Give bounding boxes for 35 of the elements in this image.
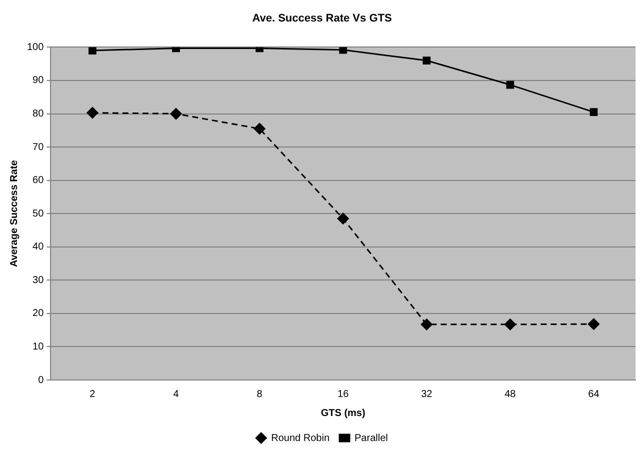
- chart-title: Ave. Success Rate Vs GTS: [252, 12, 392, 25]
- y-tick-label: 90: [32, 75, 44, 86]
- point: [504, 318, 516, 330]
- point: [590, 108, 598, 116]
- point: [337, 212, 349, 224]
- x-tick-label: 8: [256, 388, 263, 400]
- y-tick-label: 70: [32, 142, 44, 153]
- y-tick-label: 50: [32, 208, 44, 220]
- y-tick-label: 10: [32, 341, 44, 352]
- x-tick-label: 2: [90, 388, 96, 400]
- point: [86, 107, 98, 119]
- x-axis-title: GTS (ms): [320, 408, 366, 419]
- y-tick-label: 30: [32, 274, 44, 286]
- point: [339, 47, 348, 54]
- y-tick-label: 0: [38, 374, 44, 386]
- y-tick-label: 40: [32, 242, 44, 253]
- y-tick-label: 20: [32, 308, 44, 320]
- point: [506, 80, 514, 89]
- legend-label: Parallel: [354, 432, 388, 444]
- point: [420, 318, 432, 330]
- point: [254, 122, 266, 134]
- y-tick-label: 60: [32, 175, 44, 186]
- x-tick-label: 16: [338, 388, 350, 400]
- legend-label: Round Robin: [271, 432, 330, 444]
- y-axis-title: Average Success Rate: [8, 160, 20, 268]
- point: [422, 56, 431, 64]
- x-tick-label: 48: [504, 388, 516, 400]
- point: [170, 108, 182, 120]
- x-tick-label: 4: [173, 388, 180, 400]
- point: [588, 318, 600, 330]
- y-tick-label: 100: [26, 42, 44, 53]
- x-tick-label: 64: [588, 388, 600, 400]
- point: [88, 47, 96, 54]
- y-tick-label: 80: [32, 108, 44, 120]
- x-tick-label: 32: [421, 388, 433, 400]
